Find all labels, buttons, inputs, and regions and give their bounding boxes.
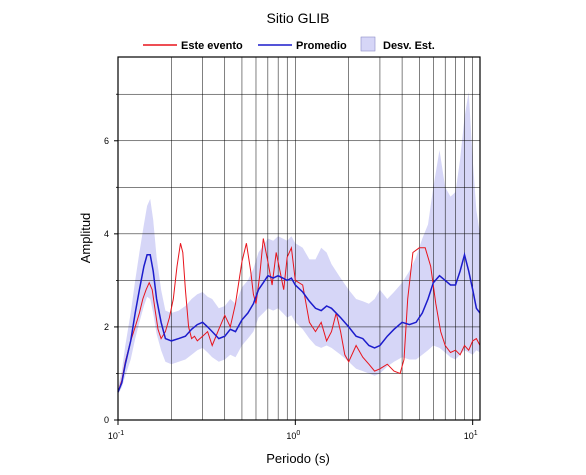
y-axis-label: Amplitud xyxy=(78,213,93,264)
x-axis-label: Periodo (s) xyxy=(266,451,330,466)
plot-area xyxy=(117,56,481,421)
x-tick-base: 10 xyxy=(286,431,296,441)
grid xyxy=(117,57,480,420)
x-tick-label: 100 xyxy=(286,430,300,441)
legend-swatch-desv-est xyxy=(360,36,376,52)
y-tick-label: 6 xyxy=(104,136,109,146)
legend-label-desv-est: Desv. Est. xyxy=(383,40,435,52)
legend-label-este-evento: Este evento xyxy=(181,40,243,52)
x-tick-exponent: 0 xyxy=(296,430,300,437)
series-line-este-evento xyxy=(117,238,481,393)
plot-frame xyxy=(117,56,481,421)
std-dev-band xyxy=(118,91,480,395)
x-tick-label: 101 xyxy=(464,430,478,441)
y-tick-label: 2 xyxy=(104,322,109,332)
x-tick-base: 10 xyxy=(464,431,474,441)
y-tick-label: 4 xyxy=(104,229,109,239)
x-tick-base: 10 xyxy=(108,431,118,441)
x-tick-label: 10-1 xyxy=(108,430,124,441)
y-tick-label: 0 xyxy=(104,415,109,425)
legend: Este evento Promedio Desv. Est. xyxy=(143,36,435,52)
x-tick-exponent: 1 xyxy=(474,430,478,437)
x-tick-exponent: -1 xyxy=(118,430,124,437)
legend-label-promedio: Promedio xyxy=(296,40,347,52)
series-line-promedio xyxy=(117,251,481,393)
chart-title: Sitio GLIB xyxy=(266,10,329,26)
